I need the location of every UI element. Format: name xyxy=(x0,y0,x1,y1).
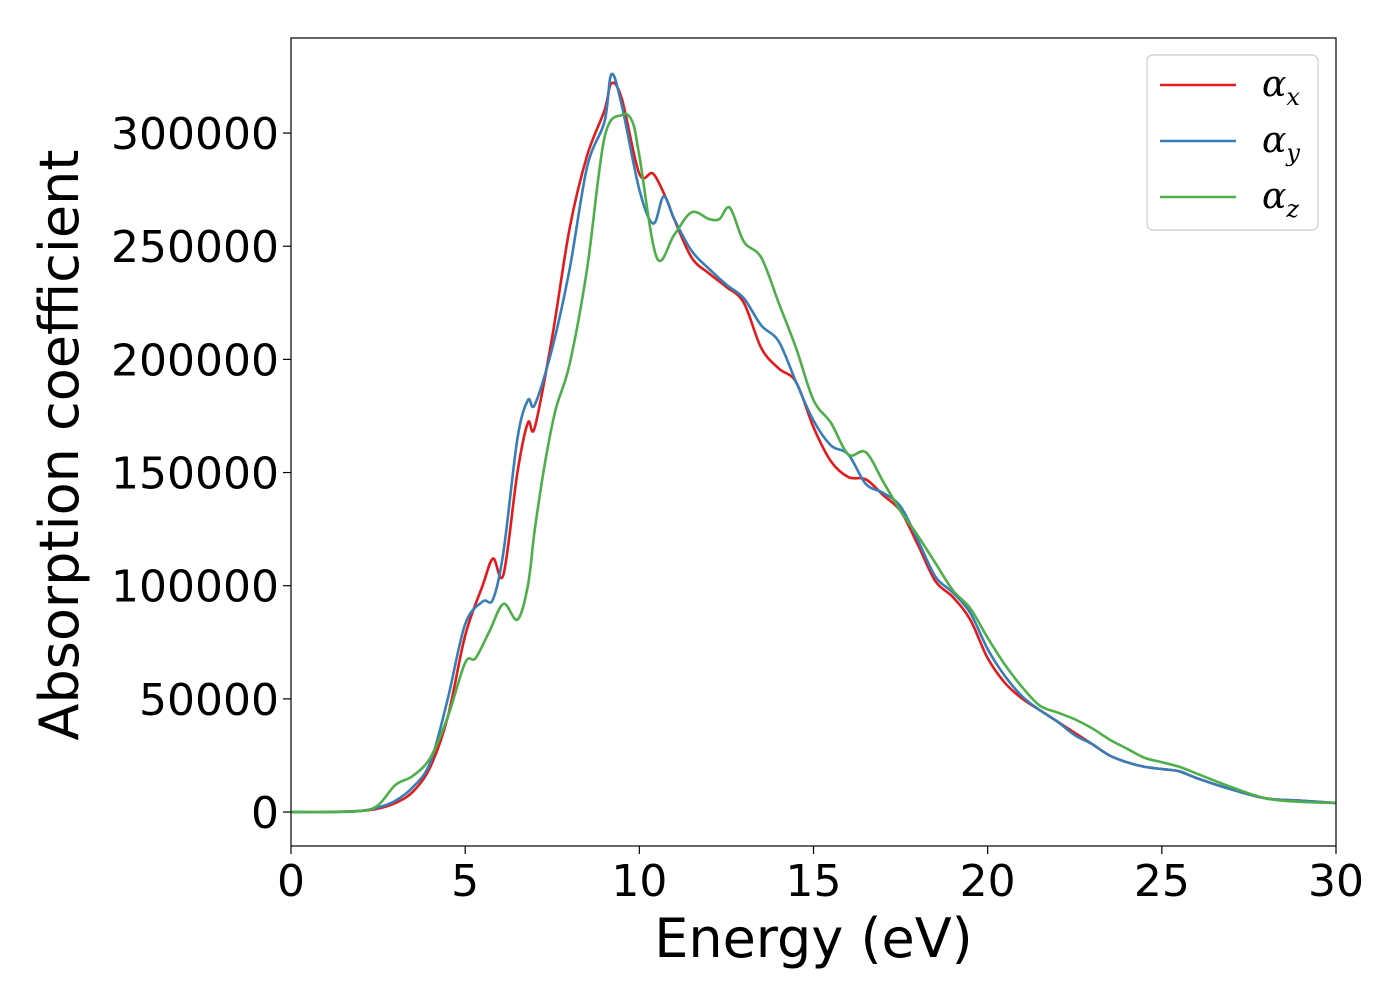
series-line-y xyxy=(290,72,1337,814)
x-tick-label: 15 xyxy=(786,856,842,907)
y-tick-label: 250000 xyxy=(111,222,279,273)
series-layer xyxy=(290,72,1337,814)
x-axis-label: Energy (eV) xyxy=(654,907,973,970)
x-axis: 0 5 10 15 20 25 30 xyxy=(277,846,1364,907)
x-tick-label: 30 xyxy=(1308,856,1364,907)
y-axis: 0 50000 100000 150000 200000 250000 300000 xyxy=(111,109,291,839)
legend-label-x: αx xyxy=(1262,64,1300,111)
series-line-z xyxy=(290,112,1337,814)
y-tick-label: 0 xyxy=(251,788,279,839)
y-tick-label: 150000 xyxy=(111,449,279,500)
y-tick-label: 200000 xyxy=(111,335,279,386)
legend-label-z: αz xyxy=(1262,176,1299,223)
y-axis-label: Absorption coefficient xyxy=(28,150,91,741)
x-tick-label: 0 xyxy=(277,856,305,907)
x-tick-label: 25 xyxy=(1134,856,1190,907)
x-tick-label: 10 xyxy=(611,856,667,907)
x-tick-label: 5 xyxy=(451,856,479,907)
x-tick-label: 20 xyxy=(960,856,1016,907)
legend-label-y: αy xyxy=(1262,120,1300,167)
y-tick-label: 100000 xyxy=(111,562,279,613)
legend-box xyxy=(1146,54,1319,231)
legend: αx αy αz xyxy=(1146,54,1319,231)
y-tick-label: 300000 xyxy=(111,109,279,160)
y-tick-label: 50000 xyxy=(139,675,279,726)
